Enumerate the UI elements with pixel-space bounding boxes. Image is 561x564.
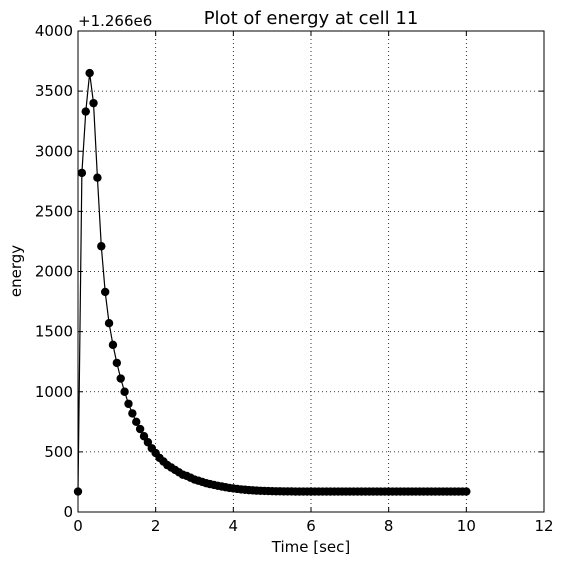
axis-ticks: 0 2 4 6 8 10 12 0 500 1000 1500 2000 2500 3000 3500 400… xyxy=(35,22,554,535)
x-tick-label: 4 xyxy=(229,517,239,535)
data-point xyxy=(143,438,153,447)
x-tick-label: 10 xyxy=(457,517,476,535)
data-point xyxy=(100,287,110,297)
data-point xyxy=(97,242,106,251)
y-tick-label: 1500 xyxy=(35,323,73,341)
grid xyxy=(78,31,544,512)
x-tick-label: 12 xyxy=(534,517,553,535)
data-point xyxy=(108,340,118,350)
data-point xyxy=(462,487,471,496)
data-point xyxy=(120,387,129,396)
y-tick-label: 0 xyxy=(63,503,73,521)
x-tick-label: 6 xyxy=(306,517,316,535)
data-point xyxy=(128,409,137,418)
y-tick-label: 2000 xyxy=(35,263,73,281)
data-point xyxy=(135,424,145,434)
data-point xyxy=(89,98,98,108)
series-energy xyxy=(73,68,471,496)
y-tick-label: 1000 xyxy=(35,383,73,401)
data-point xyxy=(132,417,141,427)
data-point xyxy=(139,432,149,441)
data-point xyxy=(124,399,133,408)
y-tick-label: 3500 xyxy=(35,82,73,100)
y-tick-label: 4000 xyxy=(35,22,73,40)
x-axis-label: Time [sec] xyxy=(271,538,350,556)
chart-title: Plot of energy at cell 11 xyxy=(204,8,419,29)
y-tick-label: 500 xyxy=(44,443,73,461)
x-tick-label: 8 xyxy=(384,517,394,535)
data-point xyxy=(85,68,94,78)
data-point xyxy=(104,319,114,328)
x-tick-label: 2 xyxy=(151,517,161,535)
data-point xyxy=(93,173,102,182)
y-offset-label: +1.266e6 xyxy=(78,12,152,30)
data-point xyxy=(81,107,90,116)
y-tick-label: 3000 xyxy=(35,142,73,160)
x-tick-label: 0 xyxy=(73,517,83,535)
y-tick-label: 2500 xyxy=(35,202,73,220)
data-point xyxy=(77,168,87,178)
data-point xyxy=(73,487,83,496)
data-point xyxy=(112,358,122,368)
y-axis-label: energy xyxy=(7,245,25,297)
data-point xyxy=(116,374,125,383)
